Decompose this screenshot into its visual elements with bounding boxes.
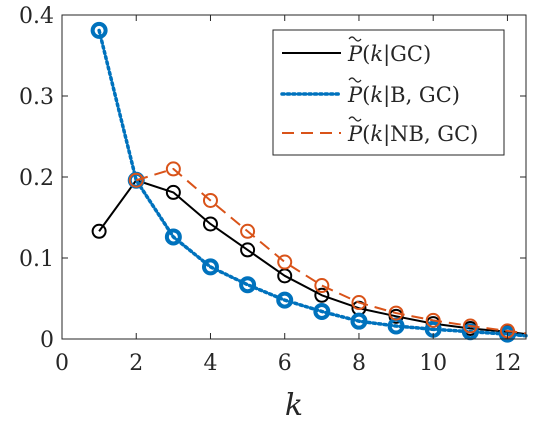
x-tick-label: 12: [493, 351, 521, 376]
data-point: [314, 287, 330, 303]
data-point: [164, 228, 182, 246]
data-point: [91, 223, 107, 239]
legend-label-0: P(k|GC): [347, 42, 431, 67]
axes: 0 2 4 6 8 10 12 0 0.1 0.2 0.3 0.4 k: [19, 4, 527, 423]
data-point: [165, 184, 181, 200]
y-tick-label: 0.2: [19, 166, 54, 191]
x-axis-label: k: [285, 388, 303, 423]
data-point: [462, 318, 478, 334]
data-point: [350, 312, 368, 330]
x-tick-label: 6: [278, 351, 292, 376]
series-2: [128, 161, 527, 339]
data-point: [240, 242, 256, 258]
y-tick-label: 0: [40, 328, 54, 353]
data-point: [388, 305, 404, 321]
data-point: [202, 216, 218, 232]
data-point: [425, 312, 441, 328]
tilde-mark: [348, 116, 362, 122]
x-tick-label: 4: [203, 351, 217, 376]
data-point: [351, 295, 367, 311]
series-layer: [90, 21, 528, 343]
data-point: [165, 161, 181, 177]
y-tick-label: 0.1: [19, 247, 54, 272]
data-point: [202, 192, 218, 208]
data-point: [240, 223, 256, 239]
data-point: [314, 278, 330, 294]
series-line-0: [98, 179, 527, 336]
legend: P(k|GC) P(k|B, GC) P(k|NB, GC): [272, 29, 505, 156]
data-point: [201, 258, 219, 276]
legend-label-2: P(k|NB, GC): [347, 122, 478, 147]
tilde-mark: [348, 77, 362, 83]
tilde-mark: [348, 36, 362, 42]
data-point: [276, 291, 294, 309]
data-point: [277, 254, 293, 270]
x-tick-label: 10: [419, 351, 447, 376]
x-tick-label: 2: [129, 351, 143, 376]
data-point: [313, 302, 331, 320]
data-point: [90, 21, 108, 39]
x-tick-label: 0: [55, 351, 69, 376]
x-tick-label: 8: [352, 351, 366, 376]
data-point: [128, 172, 144, 188]
data-point: [239, 276, 257, 294]
legend-label-1: P(k|B, GC): [347, 83, 460, 108]
y-tick-label: 0.3: [19, 85, 54, 110]
y-tick-label: 0.4: [19, 4, 54, 29]
